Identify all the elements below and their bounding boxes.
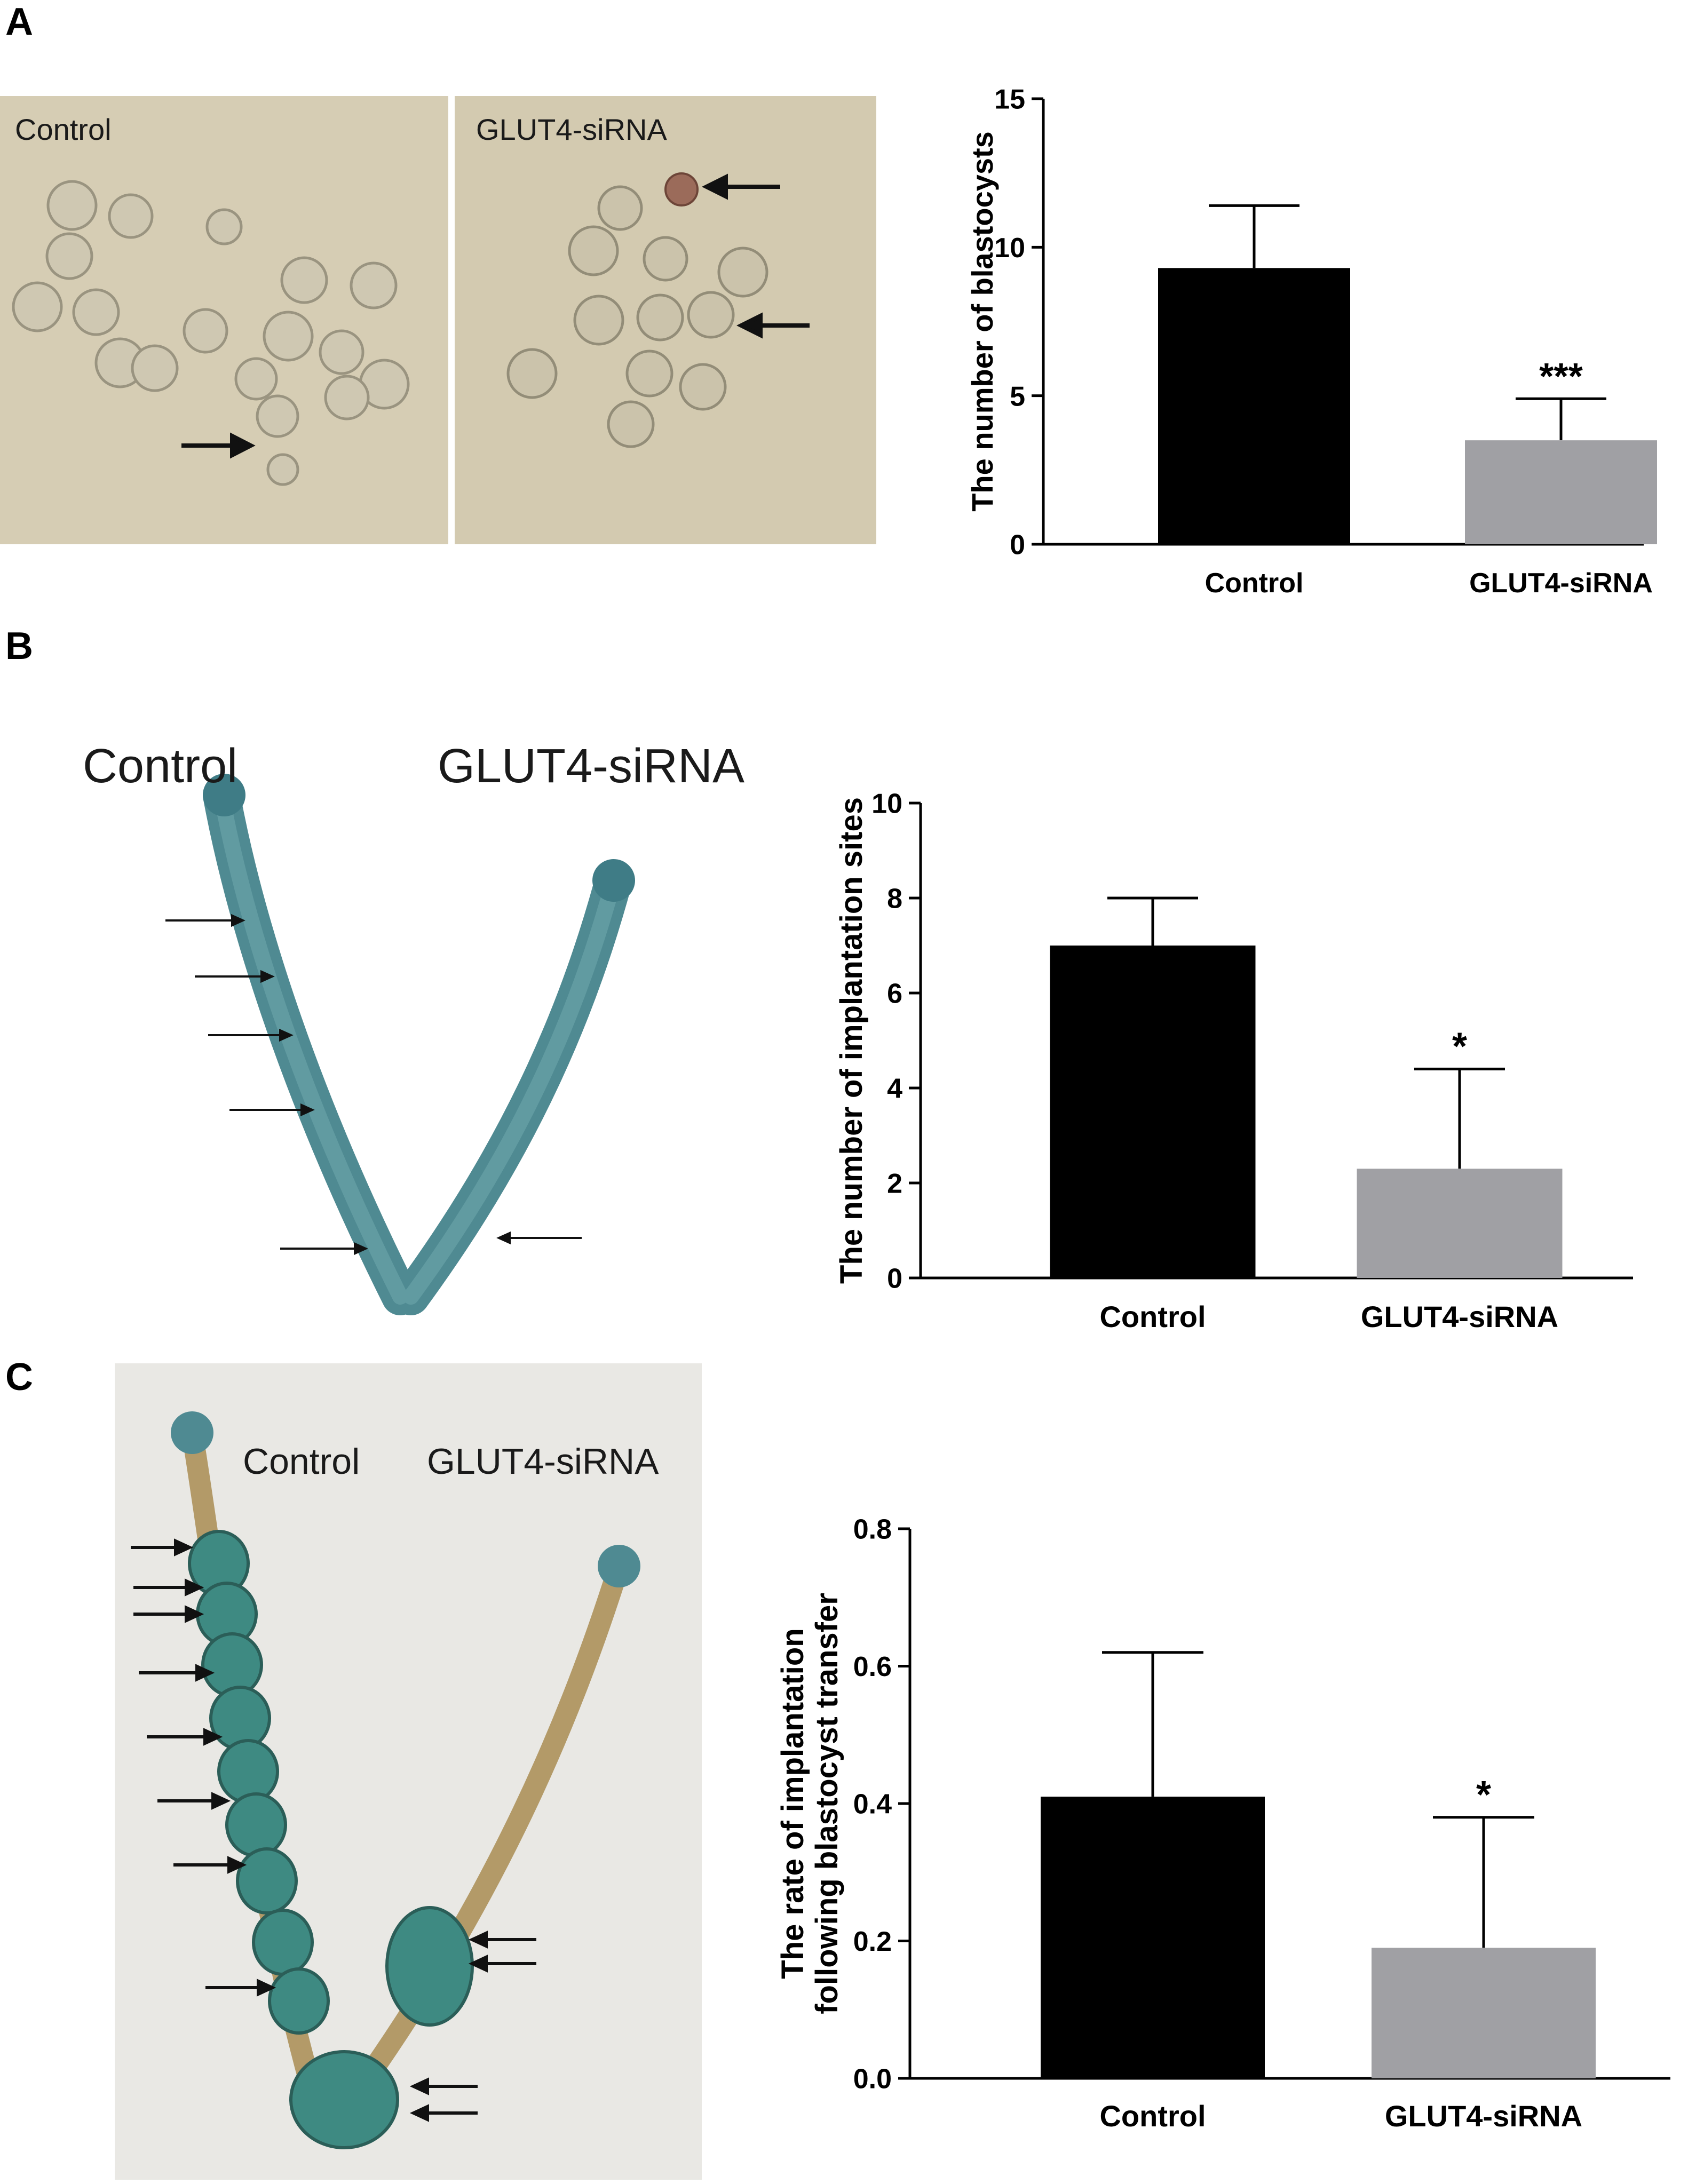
category-label: Control (1099, 2099, 1206, 2133)
significance-marker: * (1476, 1774, 1491, 1816)
category-label: GLUT4-siRNA (1469, 568, 1653, 599)
uterus-photo-c (115, 1363, 702, 2180)
panel-letter-b: B (5, 625, 33, 668)
y-axis-label-line: following blastocyst transfer (810, 1593, 844, 2014)
bar-glut4-sirna (1372, 1948, 1596, 2078)
y-tick-label: 10 (994, 233, 1025, 264)
photo-label-a-control: Control (15, 113, 112, 146)
panel-letter-a: A (5, 1, 33, 43)
bar-control (1050, 946, 1256, 1278)
y-axis-label: The number of implantation sites (834, 797, 869, 1284)
blastocyst-photo-glut4 (455, 96, 876, 544)
bar-glut4-sirna (1465, 440, 1657, 544)
blastocyst-photo-control (0, 96, 448, 544)
panel-letter-c: C (5, 1356, 33, 1399)
y-axis-label-line: The number of blastocysts (965, 131, 999, 512)
bar-control (1041, 1797, 1265, 2078)
y-tick-label: 10 (871, 789, 902, 820)
photo-label-c-glut4: GLUT4-siRNA (427, 1441, 659, 1482)
uterus-photo-b (165, 774, 635, 1315)
y-tick-label: 0.4 (853, 1789, 892, 1820)
y-tick-label: 0.2 (853, 1926, 892, 1957)
chart-blastocysts: 0 5 10 15 Control GLUT4-siRNA *** The number of… (965, 84, 1657, 599)
y-axis-label-line: The rate of implantation (775, 1628, 810, 1979)
category-label: GLUT4-siRNA (1361, 1300, 1558, 1333)
category-label: GLUT4-siRNA (1385, 2099, 1582, 2133)
chart-implantation-sites: 0 2 4 6 8 10 Control GLUT4-siRNA * The number of … (834, 789, 1633, 1333)
y-tick-label: 5 (1010, 381, 1025, 412)
chart-implantation-rate: 0.0 0.2 0.4 0.6 0.8 Control GLUT4-siRNA * The ra… (775, 1514, 1670, 2133)
photo-label-a-glut4: GLUT4-siRNA (476, 113, 667, 146)
bar-control (1158, 268, 1350, 544)
y-axis-label: The number of blastocysts (965, 131, 999, 512)
photo-label-b-control: Control (83, 740, 238, 793)
category-label: Control (1205, 568, 1304, 599)
y-axis-label-line: The number of implantation sites (834, 797, 869, 1284)
y-tick-label: 6 (887, 979, 902, 1010)
y-tick-label: 0 (1010, 530, 1025, 561)
photo-label-b-glut4: GLUT4-siRNA (438, 740, 745, 793)
photo-label-c-control: Control (243, 1441, 360, 1482)
y-tick-label: 2 (887, 1169, 902, 1200)
y-tick-label: 0.6 (853, 1651, 892, 1682)
y-tick-label: 0.8 (853, 1514, 892, 1545)
significance-marker: * (1452, 1025, 1467, 1068)
y-tick-label: 0.0 (853, 2064, 892, 2095)
y-tick-label: 0 (887, 1264, 902, 1294)
category-label: Control (1099, 1300, 1206, 1333)
y-tick-label: 4 (887, 1074, 902, 1105)
bar-glut4-sirna (1357, 1169, 1563, 1278)
significance-marker: *** (1539, 355, 1583, 397)
y-tick-label: 15 (994, 84, 1025, 115)
y-tick-label: 8 (887, 884, 902, 915)
